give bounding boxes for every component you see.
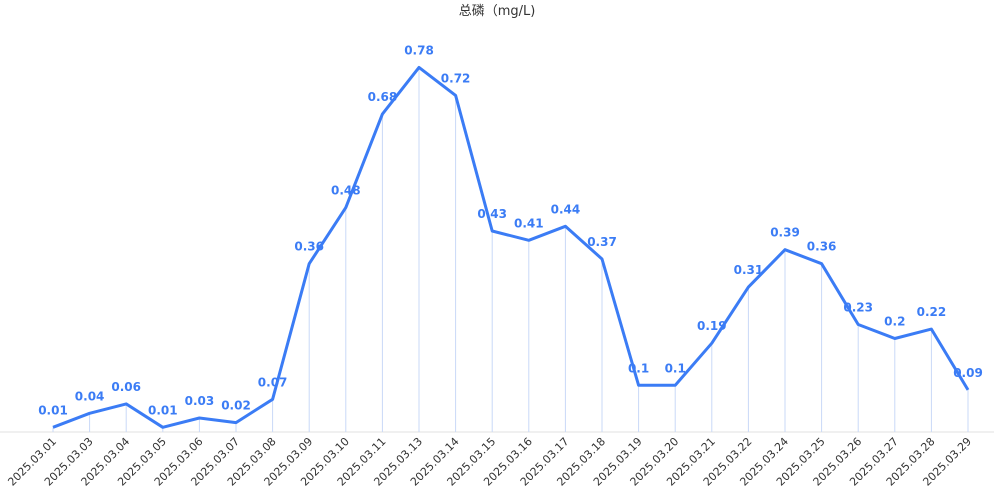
data-label: 0.39 (770, 226, 800, 240)
data-label: 0.41 (514, 216, 544, 230)
data-label: 0.72 (441, 71, 471, 85)
data-label: 0.01 (148, 403, 178, 417)
data-label: 0.01 (38, 403, 68, 417)
data-label: 0.78 (404, 43, 434, 57)
x-tick-labels: 2025.03.012025.03.032025.03.042025.03.05… (5, 435, 974, 489)
data-label: 0.23 (843, 300, 873, 314)
data-label: 0.48 (331, 184, 361, 198)
data-labels: 0.01 0.04 0.06 0.01 0.03 0.02 0.07 0.36 0.48 0.68… (38, 43, 983, 417)
data-label: 0.22 (917, 305, 947, 319)
chart-title: 总磷（mg/L) (459, 4, 536, 19)
data-label: 0.03 (185, 394, 215, 408)
data-label: 0.1 (665, 361, 686, 375)
data-label: 0.07 (258, 375, 288, 389)
drop-lines (52, 67, 969, 432)
data-label: 0.36 (807, 240, 837, 254)
data-label: 0.68 (368, 90, 398, 104)
series-line (52, 65, 970, 429)
data-label: 0.1 (628, 361, 649, 375)
data-label: 0.43 (477, 207, 507, 221)
data-label: 0.44 (551, 202, 581, 216)
data-label: 0.31 (734, 263, 764, 277)
data-label: 0.06 (111, 380, 141, 394)
data-label: 0.02 (221, 399, 251, 413)
data-label: 0.04 (75, 389, 105, 403)
data-label: 0.19 (697, 319, 727, 333)
data-label: 0.2 (884, 315, 905, 329)
data-label: 0.37 (587, 235, 617, 249)
data-label: 0.09 (953, 366, 983, 380)
data-label: 0.36 (294, 240, 324, 254)
